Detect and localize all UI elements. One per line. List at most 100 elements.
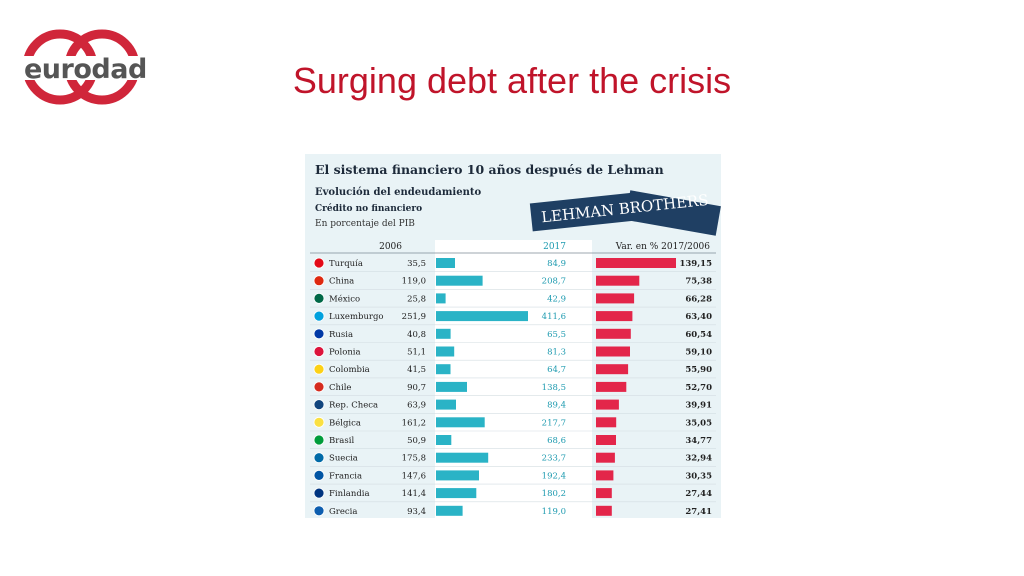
value-2017-label: 217,7 [542, 418, 566, 428]
country-label: Rusia [329, 330, 353, 340]
value-2017-label: 64,7 [547, 365, 566, 375]
value-2017-label: 233,7 [542, 454, 566, 464]
bar-variation [596, 488, 612, 499]
turkey-flag [313, 257, 325, 269]
value-variation-label: 30,35 [685, 471, 712, 481]
value-2006-label: 175,8 [402, 454, 426, 464]
value-2006-label: 35,5 [407, 259, 426, 269]
country-label: Chile [329, 383, 351, 393]
country-label: Luxemburgo [329, 312, 384, 322]
bar-variation [596, 505, 612, 516]
bar-variation [596, 417, 617, 428]
value-2006-label: 41,5 [407, 365, 426, 375]
bar-2017 [436, 417, 485, 428]
bar-variation [596, 328, 631, 339]
bar-variation [596, 311, 633, 322]
brazil-flag [313, 434, 325, 446]
value-2017-label: 138,5 [542, 383, 566, 393]
bar-variation [596, 381, 627, 392]
bar-variation [596, 293, 635, 304]
value-variation-label: 55,90 [685, 365, 712, 375]
country-label: Rep. Checa [329, 401, 378, 411]
value-2017-label: 119,0 [542, 507, 566, 517]
country-label: Polonia [329, 348, 361, 358]
value-2006-label: 40,8 [407, 330, 426, 340]
bar-2017 [436, 293, 446, 304]
greece-flag [313, 505, 325, 517]
value-2006-label: 63,9 [407, 401, 426, 411]
mexico-flag [313, 292, 325, 304]
value-2017-label: 65,5 [547, 330, 566, 340]
banner-left-plate [529, 192, 637, 232]
value-variation-label: 34,77 [685, 436, 712, 446]
debt-infographic: El sistema financiero 10 años después de… [305, 154, 721, 518]
value-variation-label: 27,44 [685, 489, 712, 499]
banner-right-plate [625, 190, 721, 236]
country-label: Bélgica [329, 417, 361, 428]
colombia-flag [313, 363, 325, 375]
value-2006-label: 90,7 [407, 383, 426, 393]
value-2006-label: 147,6 [402, 471, 426, 481]
bar-variation [596, 258, 676, 268]
value-variation-label: 75,38 [685, 277, 712, 287]
sweden-flag [313, 452, 325, 464]
china-flag [313, 275, 325, 287]
column-header-2017: 2017 [543, 242, 566, 252]
country-label: Colombia [329, 365, 370, 375]
finland-flag [313, 487, 325, 499]
bar-variation [596, 452, 615, 463]
bar-2017 [436, 505, 463, 516]
value-2017-label: 180,2 [542, 489, 566, 499]
value-variation-label: 63,40 [685, 312, 712, 322]
bar-variation [596, 435, 616, 445]
bar-2017 [436, 258, 455, 268]
bar-variation [596, 346, 630, 357]
bar-2017 [436, 435, 452, 445]
country-label: Francia [329, 471, 362, 481]
bar-2017 [436, 470, 479, 481]
russia-flag [313, 328, 325, 340]
bar-2017 [436, 311, 528, 322]
value-2017-label: 208,7 [542, 277, 566, 287]
value-variation-label: 39,91 [685, 401, 712, 411]
value-2017-label: 81,3 [547, 348, 566, 358]
value-2006-label: 51,1 [407, 348, 426, 358]
chart-svg: El sistema financiero 10 años después de… [305, 154, 721, 518]
bar-2017 [436, 488, 477, 499]
logo-rings [22, 29, 140, 105]
belgium-flag [313, 416, 325, 428]
value-2006-label: 161,2 [402, 418, 426, 428]
value-2006-label: 119,0 [402, 277, 426, 287]
chart-subtitle-1: Evolución del endeudamiento [315, 187, 481, 198]
value-2017-label: 411,6 [542, 312, 566, 322]
chart-title: El sistema financiero 10 años después de… [315, 162, 664, 177]
value-2006-label: 251,9 [402, 312, 426, 322]
bar-2017 [436, 364, 451, 375]
country-label: Grecia [329, 507, 357, 517]
value-2006-label: 141,4 [402, 489, 426, 499]
bar-variation [596, 470, 614, 481]
eurodad-logo: eurodad [22, 24, 147, 110]
bar-variation [596, 364, 629, 375]
column-header-var: Var. en % 2017/2006 [615, 242, 711, 252]
bar-2017 [436, 346, 455, 357]
chile-flag [313, 381, 325, 393]
country-label: Brasil [329, 436, 354, 446]
bar-variation [596, 275, 640, 286]
country-label: Suecia [329, 454, 358, 464]
value-2006-label: 25,8 [407, 294, 426, 304]
value-2017-label: 68,6 [547, 436, 566, 446]
country-label: Finlandia [329, 489, 370, 499]
czech-flag [313, 399, 325, 411]
column-header-2006: 2006 [379, 242, 402, 252]
value-variation-label: 59,10 [685, 348, 712, 358]
bar-2017 [436, 381, 467, 392]
poland-flag [313, 346, 325, 357]
value-2017-label: 192,4 [542, 471, 566, 481]
value-variation-label: 60,54 [685, 330, 712, 340]
country-label: México [329, 293, 360, 304]
value-variation-label: 27,41 [685, 507, 712, 517]
value-variation-label: 32,94 [685, 454, 712, 464]
value-variation-label: 139,15 [679, 259, 712, 269]
chart-subtitle-2: Crédito no financiero [315, 203, 422, 214]
